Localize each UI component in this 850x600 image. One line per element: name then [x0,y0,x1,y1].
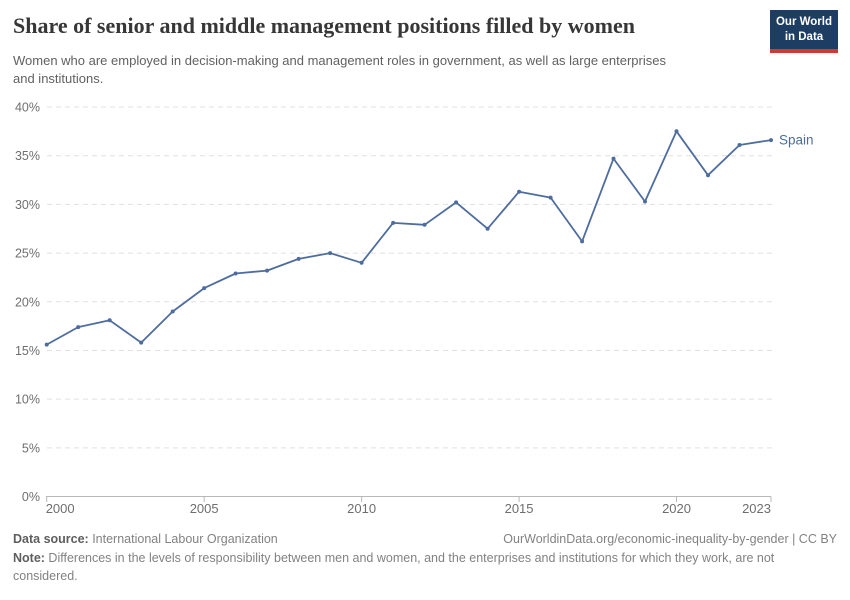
owid-logo-line1: Our World [775,16,832,28]
chart-footer: Data source: International Labour Organi… [13,531,837,585]
page-title: Share of senior and middle management po… [13,13,635,38]
data-point[interactable] [44,342,49,347]
data-point[interactable] [391,220,396,225]
data-source-value: International Labour Organization [88,532,278,546]
data-point[interactable] [107,318,112,323]
data-point[interactable] [233,271,238,276]
attribution-link[interactable]: OurWorldinData.org/economic-inequality-b… [503,532,837,546]
data-point[interactable] [485,226,490,231]
y-tick-label: 40% [15,101,40,115]
y-tick-label: 20% [15,295,40,309]
x-tick-label: 2005 [190,501,219,516]
y-tick-label: 0% [22,490,40,504]
y-tick-label: 10% [15,393,40,407]
data-source: Data source: International Labour Organi… [13,531,278,548]
data-point[interactable] [611,156,616,161]
data-point[interactable] [328,251,333,256]
series-end-label[interactable]: Spain [779,133,814,148]
x-tick-label: 2023 [742,501,771,516]
owid-logo-line2: in Data [784,30,824,43]
data-point[interactable] [296,256,301,261]
data-point[interactable] [643,199,647,204]
data-point[interactable] [265,268,270,273]
data-point[interactable] [706,173,710,178]
data-point[interactable] [76,325,81,330]
y-tick-label: 5% [22,441,40,455]
data-point[interactable] [422,222,427,227]
data-point[interactable] [548,195,553,200]
spain-line [45,130,772,346]
x-tick-label: 2010 [347,501,376,516]
data-point[interactable] [517,189,522,194]
data-point[interactable] [580,239,585,244]
y-tick-label: 25% [15,247,40,261]
x-tick-label: 2020 [662,501,691,516]
note-text: Differences in the levels of responsibil… [13,551,775,583]
x-tick-label: 2000 [46,501,75,516]
data-point[interactable] [769,138,773,143]
data-point[interactable] [454,200,459,205]
line-chart[interactable]: 0% 5% 10% 15% 20% 25% 30% 35% 40% 2000 2005 2010 201… [0,90,850,525]
note-label: Note: [13,551,45,566]
chart-subtitle: Women who are employed in decision-makin… [13,53,666,87]
data-source-label: Data source: [13,532,89,546]
y-tick-label: 30% [15,198,40,212]
y-tick-label: 35% [15,149,40,163]
data-point[interactable] [139,340,144,345]
data-point[interactable] [202,286,207,291]
x-tick-label: 2015 [505,501,534,516]
data-point[interactable] [359,260,364,265]
owid-logo[interactable]: Our World in Data [770,10,838,53]
data-point[interactable] [674,129,679,134]
y-tick-label: 15% [15,344,40,358]
data-point[interactable] [737,143,742,147]
data-point[interactable] [170,309,175,314]
